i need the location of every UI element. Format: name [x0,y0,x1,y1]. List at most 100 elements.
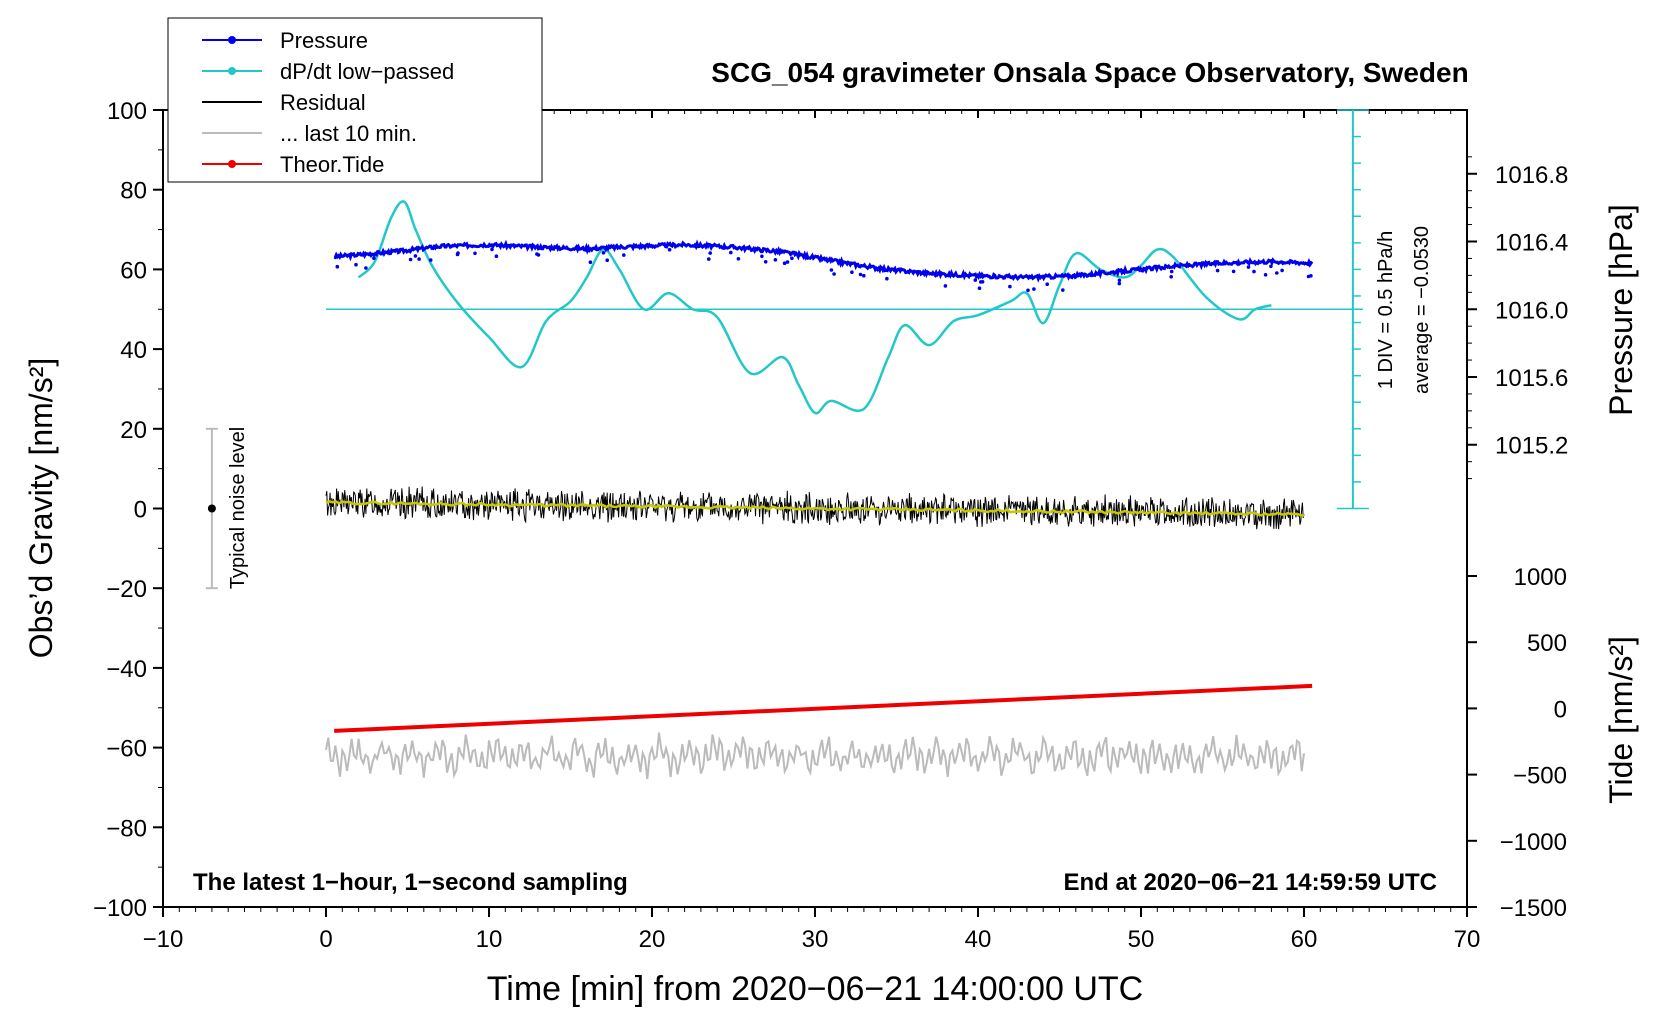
y-tick-label: −40 [106,656,147,683]
pressure-point [1269,264,1273,269]
x-tick-label: 30 [802,926,829,953]
x-axis-label: Time [min] from 2020−06−21 14:00:00 UTC [487,970,1143,1008]
legend-marker [228,67,236,75]
y-tick-label: −100 [93,895,147,922]
pressure-point [1231,269,1236,274]
pressure-point [1309,274,1313,278]
scale-division-label: 1 DIV = 0.5 hPa/h [1375,231,1397,389]
pressure-point [1032,287,1036,291]
legend-entries: Pressure dP/dt low−passed Residual ... last… [202,28,454,177]
legend-label: Theor.Tide [280,152,384,177]
x-axis-ticks: −10 0 10 20 30 40 50 60 70 [143,907,1481,953]
noise-label: Typical noise level [227,427,249,589]
y-tick-label: −20 [106,576,147,603]
pressure-point [790,256,794,261]
series-layer [325,200,1314,780]
pressure-point [456,251,460,255]
noise-layer [205,427,218,590]
pressure-point [536,253,541,257]
pressure-point [335,264,340,269]
x-tick-label: 50 [1128,926,1155,953]
series-theor-tide [334,683,1313,733]
series-dpdt [357,200,1272,415]
pressure-point [1045,282,1049,287]
pressure-point [1252,269,1256,274]
x-tick-label: 70 [1454,926,1481,953]
x-tick-label: 40 [965,926,992,953]
pressure-point [773,258,778,262]
pressure-tick-label: 1015.2 [1495,433,1568,460]
pressure-tick-label: 1015.6 [1495,365,1568,392]
pressure-point [1061,288,1065,292]
legend-box [167,17,543,183]
y-tick-label: 80 [120,178,147,205]
pressure-point [413,254,418,258]
pressure-point [1215,268,1220,273]
chart-title: SCG_054 gravimeter Onsala Space Observat… [711,57,1468,88]
pressure-point [601,251,606,255]
pressure-point [473,251,477,256]
pressure-point [1280,268,1284,273]
pressure-point [1169,269,1174,274]
pressure-point [494,254,499,258]
tide-axis-label: Tide [nm/s²] [1603,636,1639,804]
pressure-point [862,273,866,278]
legend-marker [228,36,236,44]
pressure-point [354,262,358,267]
series-last-10-min [325,732,1305,780]
tide-tick-label: −1000 [1500,829,1567,856]
legend-marker [228,160,236,168]
tide-tick-label: −1500 [1500,895,1567,922]
end-time-annotation: End at 2020−06−21 14:59:59 UTC [1063,869,1437,896]
pressure-point [408,257,413,262]
sampling-annotation: The latest 1−hour, 1−second sampling [193,869,628,896]
pressure-point [858,272,863,277]
tide-tick-label: 500 [1527,630,1567,657]
y-axis-ticks: −100 −80 −60 −40 −20 0 20 40 60 80 100 [93,98,163,922]
legend-label: dP/dt low−passed [280,59,454,84]
series-residual-trend [325,499,1305,517]
pressure-point [973,278,978,282]
pressure-point [417,257,421,261]
y-tick-label: −60 [106,736,147,763]
pressure-point [885,276,889,281]
y-tick-label: −80 [106,815,147,842]
pressure-point [1008,284,1012,289]
pressure-point [364,266,368,270]
tide-tick-label: 1000 [1514,564,1567,591]
tide-tick-label: −500 [1513,763,1567,790]
legend-label: Pressure [280,28,368,53]
y-tick-label: 100 [107,98,147,125]
tide-tick-label: 0 [1554,696,1567,723]
pressure-axis-label: Pressure [hPa] [1603,204,1639,416]
pressure-point [763,260,768,264]
pressure-point [979,280,983,284]
y-tick-label: 60 [120,257,147,284]
pressure-point [1026,288,1030,293]
pressure-point [1169,275,1173,279]
pressure-point [850,270,854,275]
pressure-point [490,247,494,252]
pressure-axis-ticks: 1016.8 1016.4 1016.0 1015.6 1015.2 [1467,156,1568,480]
pressure-point [1275,271,1279,275]
pressure-point [372,256,376,261]
pressure-tick-label: 1016.4 [1495,230,1568,257]
average-label: average = −0.0530 [1411,226,1433,394]
series-residual [325,486,1305,530]
pressure-point [832,272,836,276]
legend: Pressure dP/dt low−passed Residual ... last… [167,17,543,183]
y-tick-label: 0 [134,497,147,524]
x-tick-label: 20 [639,926,666,953]
pressure-point [760,254,764,259]
pressure-point [1117,281,1122,286]
legend-label: Residual [280,90,366,115]
pressure-point [736,257,741,261]
legend-label: ... last 10 min. [280,121,417,146]
tide-axis-ticks: 1000 500 0 −500 −1000 −1500 [1467,564,1567,922]
pressure-point [729,250,733,255]
pressure-point [428,258,433,262]
pressure-point [977,286,982,291]
pressure-point [588,260,593,265]
pressure-point [1246,265,1251,269]
pressure-point [1117,278,1122,283]
